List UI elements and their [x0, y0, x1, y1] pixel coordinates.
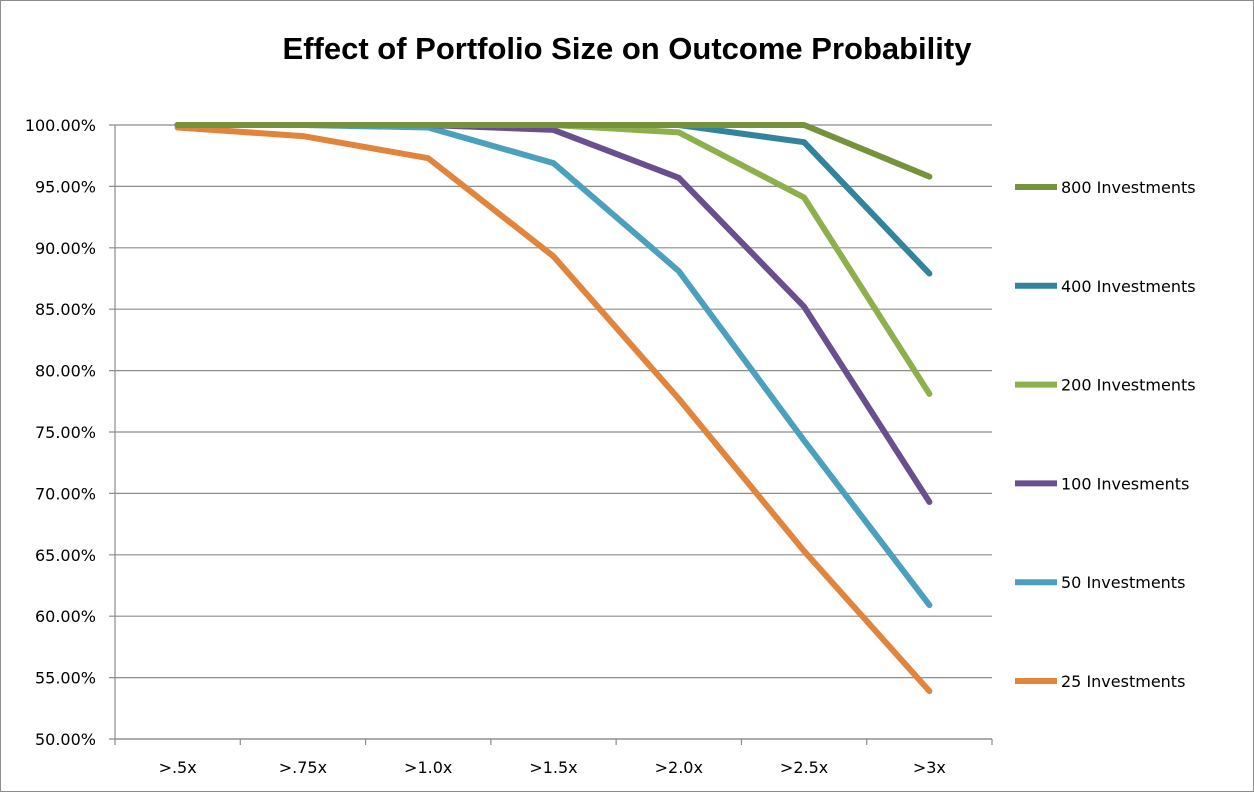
y-tick-label: 65.00% [35, 546, 96, 565]
chart-title: Effect of Portfolio Size on Outcome Prob… [283, 31, 973, 66]
x-tick-label: >2.0x [655, 758, 703, 777]
x-tick-label: >1.0x [404, 758, 452, 777]
legend-label: 400 Investments [1061, 277, 1196, 296]
x-tick-label: >2.5x [780, 758, 828, 777]
x-axis-ticks: >.5x >.75x >1.0x >1.5x >2.0x >2.5x >3x [114, 739, 993, 777]
y-tick-label: 85.00% [35, 300, 96, 319]
legend-label: 25 Investments [1061, 672, 1185, 691]
x-tick-label: >1.5x [529, 758, 577, 777]
y-axis-ticks: 50.00% 55.00% 60.00% 65.00% 70.00% 75.00% 80.0… [25, 116, 96, 749]
y-tick-label: 90.00% [35, 239, 96, 258]
x-tick-label: >3x [913, 758, 946, 777]
axes [114, 125, 992, 740]
series-line [174, 122, 933, 505]
y-tick-label: 55.00% [35, 669, 96, 688]
legend: 800 Investments 400 Investments 200 Invest… [1015, 178, 1196, 691]
legend-label: 50 Investments [1061, 573, 1185, 592]
x-tick-label: >.5x [159, 758, 197, 777]
legend-label: 800 Investments [1061, 178, 1196, 197]
legend-label: 200 Investments [1061, 376, 1196, 395]
series-line [174, 122, 933, 277]
x-tick-label: >.75x [279, 758, 327, 777]
y-tick-label: 50.00% [35, 730, 96, 749]
y-tick-label: 75.00% [35, 423, 96, 442]
series-line [174, 122, 933, 609]
y-tick-label: 80.00% [35, 362, 96, 381]
series-line [174, 122, 933, 180]
legend-label: 100 Invesments [1061, 474, 1189, 493]
y-tick-label: 95.00% [35, 177, 96, 196]
y-tick-label: 70.00% [35, 484, 96, 503]
gridlines [109, 124, 992, 740]
y-tick-label: 100.00% [25, 116, 96, 135]
series-line [174, 124, 933, 695]
y-tick-label: 60.00% [35, 607, 96, 626]
series-lines [174, 122, 933, 695]
